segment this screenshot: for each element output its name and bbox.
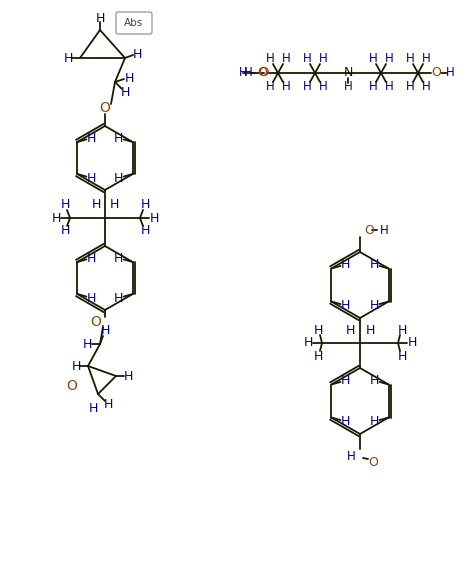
Text: H: H: [71, 359, 81, 372]
Text: Abs: Abs: [124, 18, 144, 28]
Text: H: H: [406, 80, 415, 93]
Text: O: O: [90, 315, 101, 329]
Text: H: H: [120, 85, 129, 99]
Text: H: H: [341, 374, 350, 387]
Text: H: H: [266, 80, 274, 93]
FancyBboxPatch shape: [116, 12, 152, 34]
Text: H: H: [370, 374, 379, 387]
Text: H: H: [82, 337, 92, 351]
Text: H: H: [124, 72, 134, 84]
Text: H: H: [60, 225, 69, 237]
Text: H: H: [303, 80, 311, 93]
Text: N: N: [343, 66, 353, 80]
Text: H: H: [368, 80, 377, 93]
Text: H: H: [303, 53, 311, 65]
Text: H: H: [407, 336, 416, 350]
Text: H: H: [103, 398, 113, 410]
Text: H: H: [114, 131, 123, 144]
Text: O: O: [364, 223, 374, 237]
Text: H: H: [100, 324, 109, 337]
Text: H: H: [95, 13, 105, 26]
Text: H: H: [397, 324, 407, 336]
Text: H: H: [370, 258, 379, 271]
Text: H: H: [365, 324, 375, 336]
Text: H: H: [114, 292, 123, 304]
Text: O: O: [431, 66, 441, 80]
Text: H: H: [63, 52, 73, 65]
Text: H: H: [345, 324, 355, 336]
Text: H: H: [266, 53, 274, 65]
Text: O: O: [257, 66, 267, 80]
Text: H: H: [385, 80, 393, 93]
Text: H: H: [89, 402, 98, 414]
Text: H: H: [318, 80, 327, 93]
Text: H: H: [406, 53, 415, 65]
Text: H: H: [318, 53, 327, 65]
Text: H: H: [91, 198, 101, 211]
Text: H: H: [87, 131, 96, 144]
Text: H: H: [385, 53, 393, 65]
Text: H: H: [149, 211, 159, 225]
Text: H: H: [87, 171, 96, 185]
Text: H: H: [341, 258, 350, 271]
Text: H: H: [313, 324, 323, 336]
Text: H: H: [370, 299, 379, 312]
Text: H: H: [347, 449, 356, 462]
Text: O: O: [67, 379, 78, 393]
Text: H: H: [114, 252, 123, 265]
Text: H: H: [282, 80, 290, 93]
Text: O: O: [368, 456, 378, 469]
Text: H: H: [244, 66, 252, 80]
Text: H: H: [140, 198, 149, 211]
Text: H: H: [368, 53, 377, 65]
Text: H: H: [341, 415, 350, 428]
Text: H: H: [422, 80, 430, 93]
Text: H: H: [239, 66, 248, 80]
Text: O: O: [258, 66, 268, 80]
Text: H: H: [446, 66, 455, 80]
Text: H: H: [87, 252, 96, 265]
Text: H: H: [282, 53, 290, 65]
Text: H: H: [140, 225, 149, 237]
Text: H: H: [303, 336, 313, 350]
Text: H: H: [60, 198, 69, 211]
Text: H: H: [370, 415, 379, 428]
Text: H: H: [51, 211, 60, 225]
Text: H: H: [341, 299, 350, 312]
Text: H: H: [109, 198, 119, 211]
Text: H: H: [87, 292, 96, 304]
Text: H: H: [397, 350, 407, 363]
Text: H: H: [344, 80, 352, 93]
Text: O: O: [99, 101, 110, 115]
Text: H: H: [132, 48, 142, 61]
Text: H: H: [313, 350, 323, 363]
Text: H: H: [123, 370, 133, 383]
Text: H: H: [114, 171, 123, 185]
Text: H: H: [422, 53, 430, 65]
Text: H: H: [380, 223, 389, 237]
